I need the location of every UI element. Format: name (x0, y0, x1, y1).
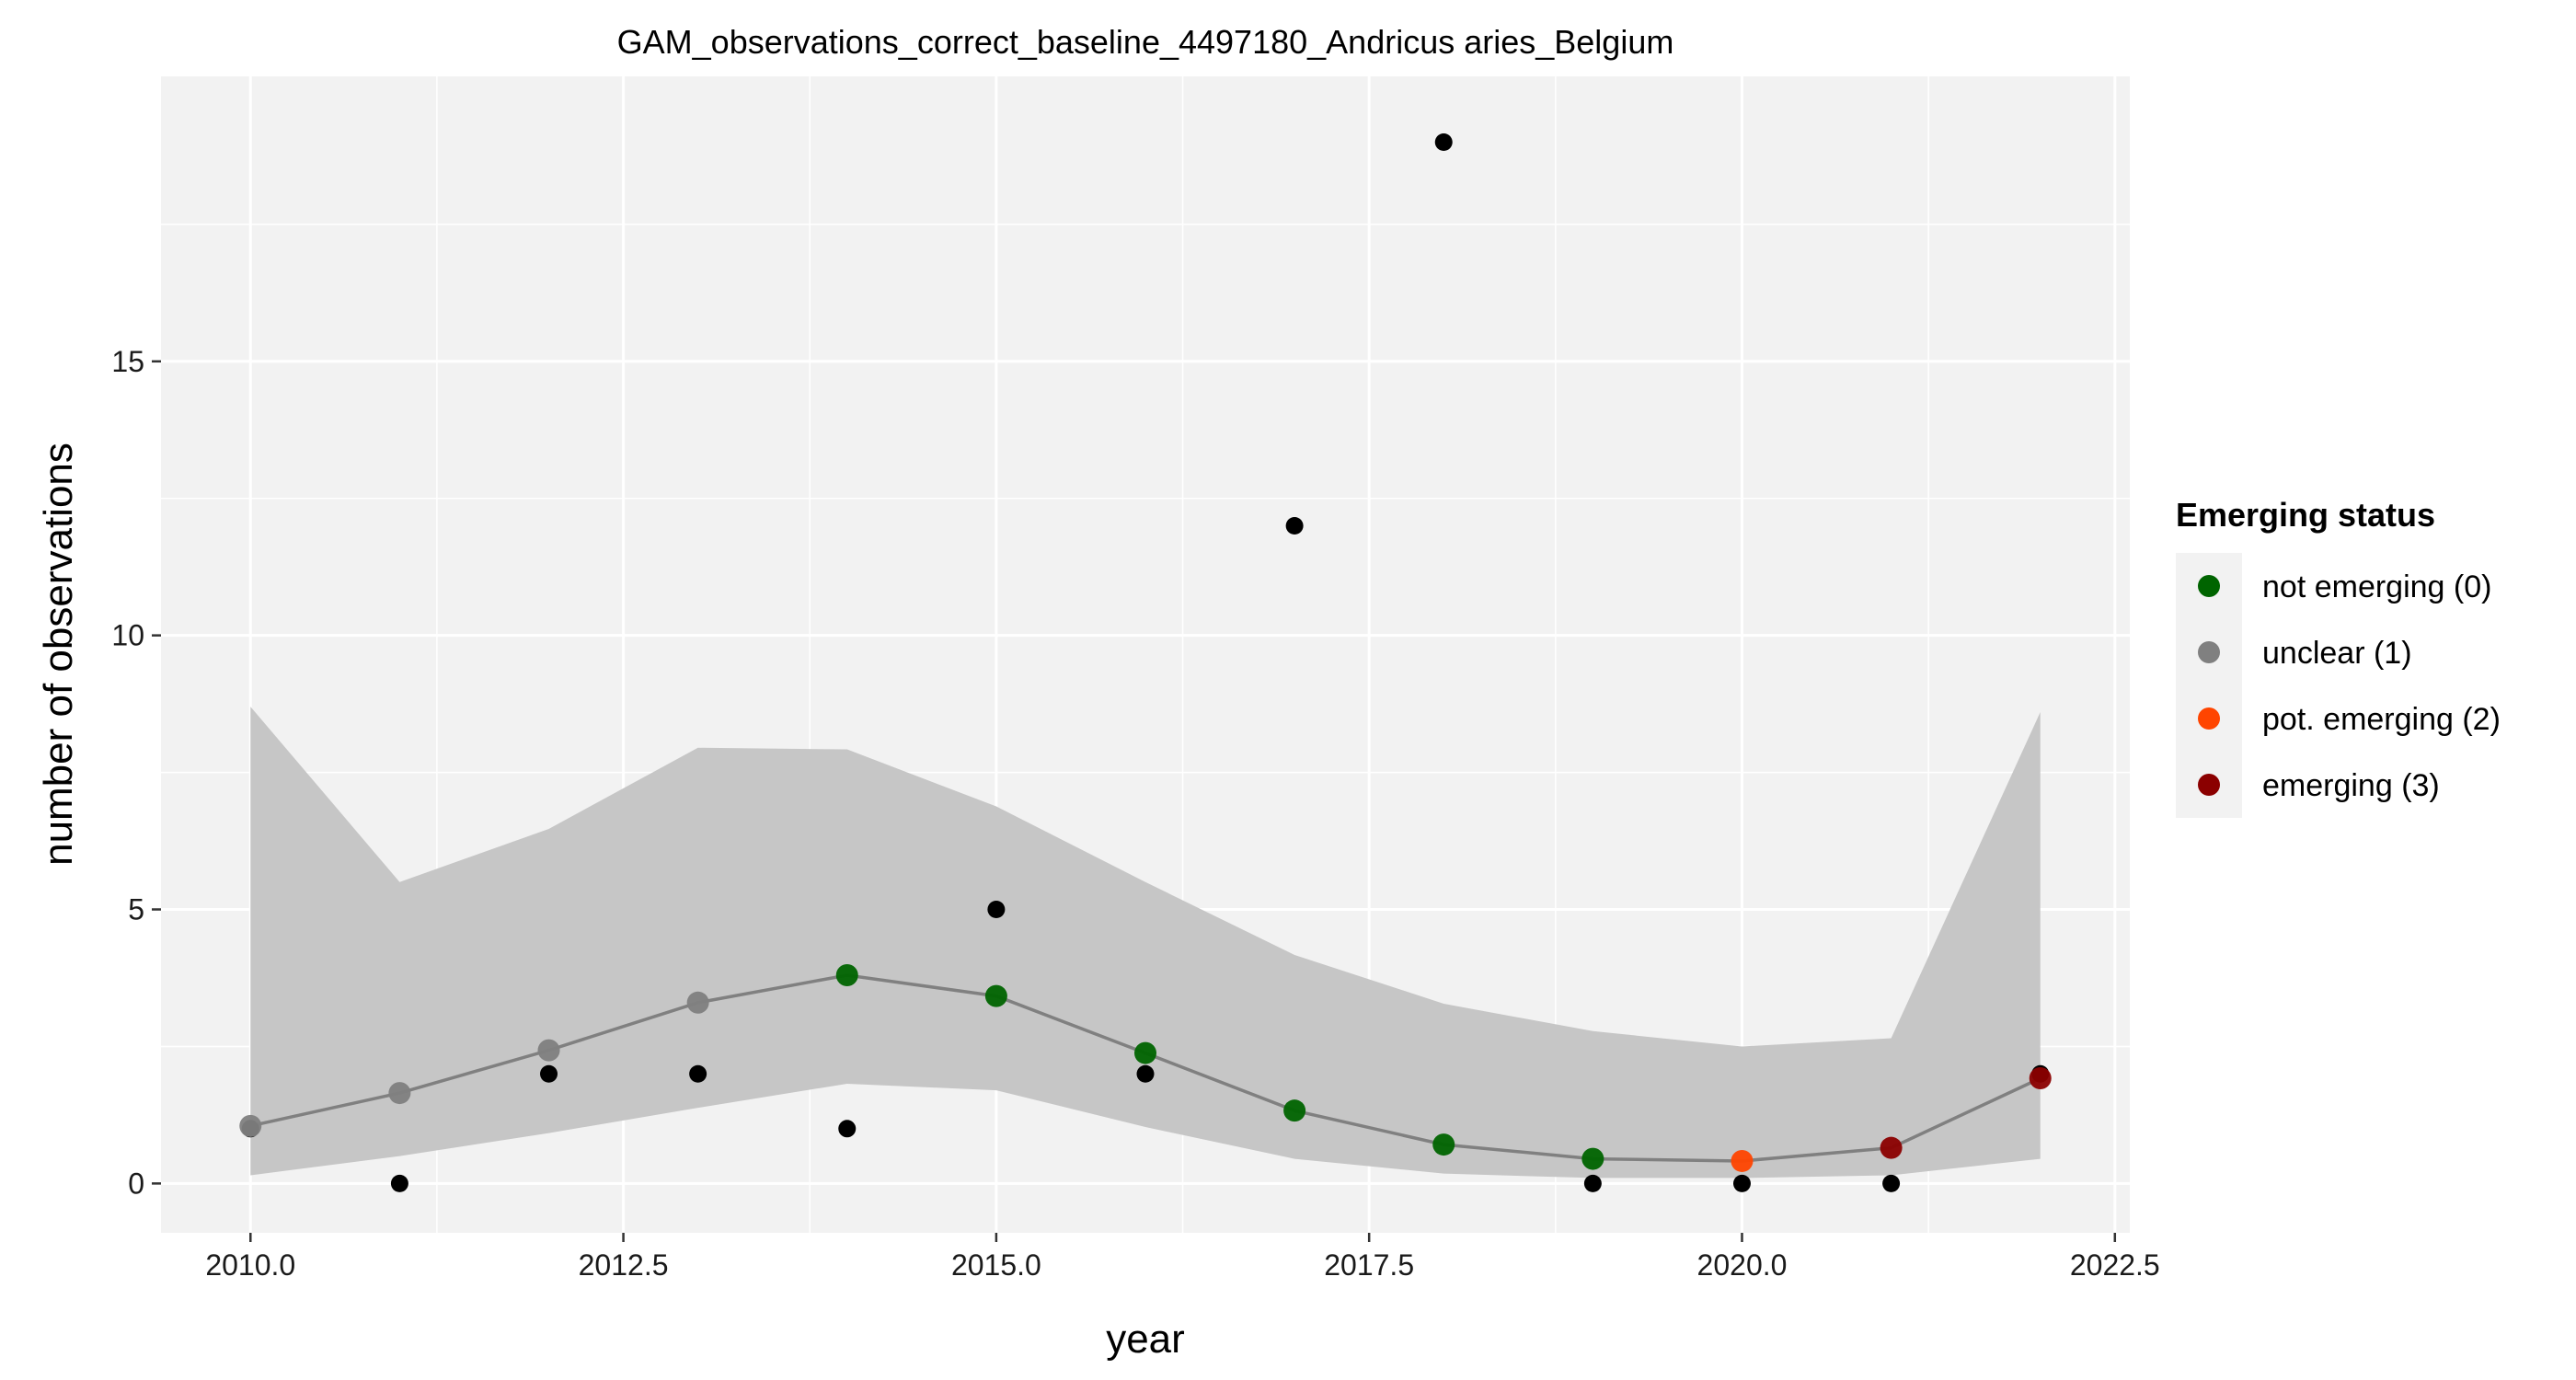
x-tick-label: 2020.0 (1697, 1248, 1788, 1282)
observation-point (540, 1064, 558, 1083)
fit-point (2029, 1067, 2052, 1090)
fit-point (1134, 1041, 1156, 1064)
fit-point (239, 1114, 262, 1137)
observation-point (1285, 517, 1304, 535)
y-axis-title: number of observations (36, 443, 81, 866)
observation-point (1136, 1064, 1155, 1083)
x-tick-label: 2017.5 (1324, 1248, 1414, 1282)
legend-title: Emerging status (2176, 496, 2435, 534)
observation-point (987, 901, 1006, 919)
observation-point (1434, 132, 1453, 151)
observation-point (1882, 1174, 1901, 1192)
y-tick-label: 15 (111, 345, 144, 378)
legend-key-swatch (2198, 774, 2220, 796)
confidence-ribbon (250, 707, 2041, 1179)
fit-point (686, 991, 709, 1014)
y-tick-label: 10 (111, 619, 144, 652)
fit-point (835, 964, 858, 987)
x-tick-label: 2022.5 (2070, 1248, 2160, 1282)
y-tick-label: 5 (128, 893, 144, 926)
observation-point (390, 1174, 408, 1192)
fit-point (388, 1082, 411, 1105)
legend-item-label: not emerging (0) (2262, 569, 2491, 604)
legend-item-label: unclear (1) (2262, 636, 2412, 671)
fit-points-layer (239, 964, 2052, 1172)
legend-item-label: pot. emerging (2) (2262, 702, 2501, 737)
x-axis-title: year (1106, 1317, 1185, 1362)
chart-title: GAM_observations_correct_baseline_449718… (617, 23, 1674, 61)
observation-point (1732, 1174, 1751, 1192)
fit-point (1581, 1147, 1604, 1170)
fit-point (537, 1039, 560, 1062)
observation-point (1583, 1174, 1602, 1192)
y-tick-label: 0 (128, 1167, 144, 1200)
legend-key-swatch (2198, 707, 2220, 730)
legend-items: not emerging (0) unclear (1) pot. emerging… (2176, 553, 2501, 818)
x-tick-label: 2010.0 (205, 1248, 295, 1282)
legend-key-swatch (2198, 575, 2220, 597)
observation-point (838, 1120, 857, 1138)
observation-point (689, 1064, 707, 1083)
legend-item-label: emerging (3) (2262, 768, 2440, 803)
x-tick-label: 2015.0 (951, 1248, 1041, 1282)
fit-point (1432, 1133, 1455, 1156)
fit-point (1283, 1099, 1306, 1122)
fit-point (1880, 1136, 1903, 1159)
fit-point (984, 984, 1007, 1007)
fit-point (1731, 1149, 1754, 1172)
x-axis: 2010.0 2012.5 2015.0 2017.5 2020.0 2022.5 (205, 1233, 2160, 1282)
confidence-ribbon-layer (250, 707, 2041, 1179)
legend-key-swatch (2198, 641, 2220, 663)
x-tick-label: 2012.5 (579, 1248, 669, 1282)
y-axis: 0 5 10 15 (111, 345, 161, 1200)
legend: Emerging status not emerging (0) unclear … (2176, 496, 2501, 818)
